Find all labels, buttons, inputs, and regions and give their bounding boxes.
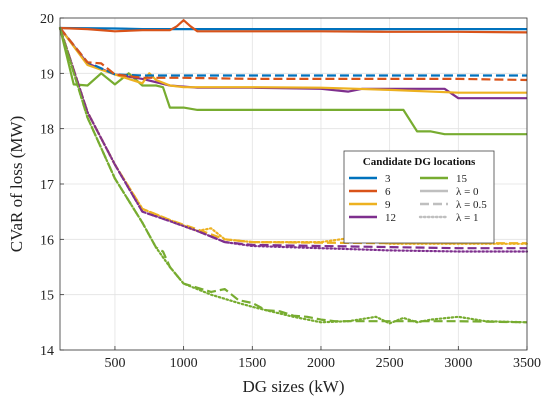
legend-label-lambda: λ = 0.5 (456, 199, 487, 211)
y-tick-label: 16 (40, 233, 54, 248)
series-line-loc12-dotted (58, 26, 529, 253)
x-tick-label: 3000 (444, 356, 472, 371)
x-tick-label: 500 (104, 356, 125, 371)
x-tick-label: 3500 (513, 356, 541, 371)
legend-label-loc15: 15 (456, 173, 468, 185)
legend-label-loc12: 12 (385, 212, 396, 224)
x-tick-label: 2000 (307, 356, 335, 371)
y-tick-label: 15 (40, 289, 54, 304)
x-tick-label: 2500 (376, 356, 404, 371)
y-axis-title: CVaR of loss (MW) (7, 116, 26, 252)
y-tick-label: 14 (40, 344, 54, 359)
legend-label-loc3: 3 (385, 173, 391, 185)
y-tick-labels: 14 15 16 17 18 19 20 (40, 12, 64, 359)
series-line-loc9-solid (59, 27, 527, 94)
y-tick-label: 18 (40, 123, 54, 138)
x-tick-label: 1000 (170, 356, 198, 371)
y-tick-label: 17 (40, 178, 54, 193)
y-tick-label: 19 (40, 67, 54, 82)
legend-label-lambda: λ = 1 (456, 212, 479, 224)
series-line-loc3-dashed (59, 27, 527, 77)
x-tick-label: 1500 (238, 356, 266, 371)
series-line-loc6-dashed (59, 27, 528, 82)
legend-label-loc6: 6 (385, 186, 391, 198)
legend-label-lambda: λ = 0 (456, 186, 479, 198)
series-line-loc3-solid (59, 26, 527, 31)
legend-title: Candidate DG locations (363, 156, 476, 168)
series-line-loc15-solid (58, 27, 527, 136)
y-tick-label: 20 (40, 12, 54, 27)
legend-box (343, 150, 495, 244)
series-line-loc15-dotted (58, 26, 529, 325)
legend-label-loc9: 9 (385, 199, 391, 211)
series-line-loc15-dashed (58, 27, 528, 324)
x-tick-labels: 500 1000 1500 2000 2500 3000 3500 (104, 346, 541, 371)
series-line-loc6-solid (59, 19, 528, 34)
x-axis-title: DG sizes (kW) (243, 377, 345, 396)
